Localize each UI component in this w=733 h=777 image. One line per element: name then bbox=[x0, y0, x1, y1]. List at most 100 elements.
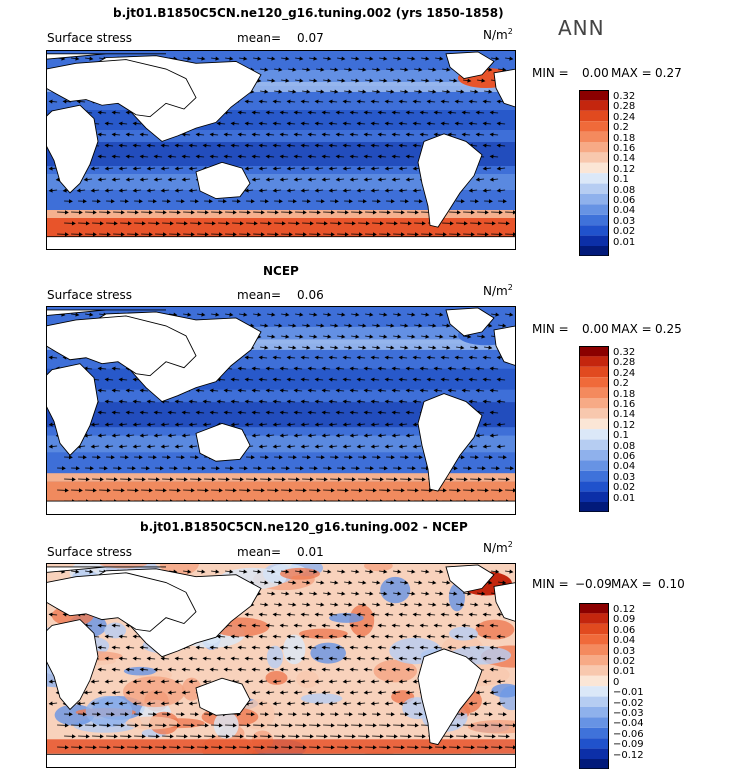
wind-arrow-head bbox=[356, 679, 361, 684]
wind-arrow-head bbox=[314, 143, 319, 148]
wind-arrow-head bbox=[355, 78, 360, 83]
wind-arrow-head bbox=[377, 410, 382, 415]
colorbar-tick-label: 0.06 bbox=[613, 624, 636, 636]
wind-arrow-head bbox=[349, 366, 354, 371]
wind-arrow-head bbox=[75, 56, 80, 61]
wind-arrow-head bbox=[341, 591, 346, 596]
wind-arrow-head bbox=[286, 188, 291, 193]
colorbar-tick-label: −0.01 bbox=[613, 687, 644, 699]
wind-arrow-head bbox=[425, 569, 430, 574]
wind-arrow-head bbox=[306, 323, 311, 328]
wind-arrow-head bbox=[496, 355, 501, 360]
wind-arrow-head bbox=[132, 422, 137, 427]
wind-arrow-head bbox=[327, 78, 332, 83]
wind-arrow-head bbox=[127, 221, 132, 226]
wind-arrow-head bbox=[194, 455, 199, 460]
wind-arrow-head bbox=[292, 712, 297, 717]
wind-arrow-head bbox=[446, 602, 451, 607]
colorbar-swatch bbox=[579, 450, 609, 461]
wind-arrow-head bbox=[460, 89, 465, 94]
wind-arrow-head bbox=[321, 410, 326, 415]
wind-arrow-head bbox=[237, 667, 242, 672]
wind-arrow-head bbox=[447, 388, 452, 393]
colorbar-tick-label: −0.06 bbox=[613, 728, 644, 740]
wind-arrow-head bbox=[244, 121, 249, 126]
wind-arrow-head bbox=[482, 166, 487, 171]
wind-arrow-head bbox=[285, 591, 290, 596]
westerly-band bbox=[46, 473, 516, 482]
wind-arrow-head bbox=[216, 399, 221, 404]
wind-arrow-head bbox=[90, 679, 95, 684]
wind-arrow-head bbox=[355, 56, 360, 61]
wind-arrow-head bbox=[111, 410, 116, 415]
wind-arrow-head bbox=[162, 745, 167, 750]
wind-arrow-head bbox=[281, 477, 286, 482]
panel2-units: N/m2 bbox=[483, 283, 513, 298]
wind-arrow-head bbox=[390, 323, 395, 328]
wind-arrow-head bbox=[272, 188, 277, 193]
wind-arrow-head bbox=[488, 323, 493, 328]
wind-arrow-head bbox=[439, 78, 444, 83]
wind-arrow-head bbox=[117, 466, 122, 471]
wind-arrow-head bbox=[167, 410, 172, 415]
wind-arrow-head bbox=[272, 612, 277, 617]
wind-arrow-head bbox=[223, 667, 228, 672]
wind-arrow-head bbox=[386, 723, 391, 728]
wind-arrow-head bbox=[176, 488, 181, 493]
wind-arrow-head bbox=[314, 679, 319, 684]
wind-arrow-head bbox=[103, 466, 108, 471]
colorbar-tick-label: 0.14 bbox=[613, 409, 636, 421]
wind-arrow-head bbox=[335, 690, 340, 695]
colorbar-tick-label: 0.01 bbox=[613, 492, 636, 504]
wind-arrow-head bbox=[125, 667, 130, 672]
wind-arrow-head bbox=[328, 143, 333, 148]
wind-arrow-head bbox=[258, 143, 263, 148]
wind-arrow-head bbox=[356, 422, 361, 427]
wind-arrow-head bbox=[412, 612, 417, 617]
wind-arrow-head bbox=[293, 410, 298, 415]
wind-arrow-head bbox=[447, 366, 452, 371]
wind-arrow-head bbox=[418, 712, 423, 717]
wind-arrow-head bbox=[314, 355, 319, 360]
wind-arrow-head bbox=[405, 433, 410, 438]
wind-arrow-head bbox=[397, 56, 402, 61]
wind-arrow-head bbox=[348, 323, 353, 328]
wind-arrow-head bbox=[148, 745, 153, 750]
wind-arrow-head bbox=[271, 591, 276, 596]
wind-arrow-head bbox=[407, 221, 412, 226]
wind-arrow-head bbox=[279, 690, 284, 695]
wind-arrow-head bbox=[62, 188, 67, 193]
wind-arrow-head bbox=[75, 466, 80, 471]
wind-arrow-head bbox=[265, 667, 270, 672]
wind-arrow-head bbox=[335, 110, 340, 115]
wind-arrow-head bbox=[330, 723, 335, 728]
wind-arrow-head bbox=[321, 690, 326, 695]
wind-arrow-head bbox=[134, 745, 139, 750]
wind-arrow-head bbox=[271, 334, 276, 339]
wind-arrow-head bbox=[390, 89, 395, 94]
wind-arrow-head bbox=[153, 177, 158, 182]
wind-arrow-head bbox=[89, 569, 94, 574]
wind-arrow-head bbox=[260, 232, 265, 237]
wind-arrow-head bbox=[271, 312, 276, 317]
wind-arrow-head bbox=[237, 132, 242, 137]
wind-arrow-head bbox=[411, 56, 416, 61]
wind-arrow-head bbox=[258, 612, 263, 617]
colorbar-swatch bbox=[579, 204, 609, 215]
panel1-colorbar bbox=[579, 90, 609, 260]
panel1-title: b.jt01.B1850C5CN.ne120_g16.tuning.002 (y… bbox=[113, 6, 504, 20]
colorbar-swatch bbox=[579, 717, 609, 728]
wind-arrow-head bbox=[419, 110, 424, 115]
colorbar-tick-label: 0.08 bbox=[613, 184, 636, 196]
wind-arrow-head bbox=[264, 712, 269, 717]
panel2-units-exp: 2 bbox=[507, 283, 513, 292]
wind-arrow-head bbox=[377, 388, 382, 393]
wind-arrow-head bbox=[421, 221, 426, 226]
wind-arrow-head bbox=[113, 477, 118, 482]
wind-arrow-head bbox=[370, 656, 375, 661]
wind-arrow-head bbox=[398, 99, 403, 104]
wind-arrow-head bbox=[348, 345, 353, 350]
wind-arrow-head bbox=[482, 679, 487, 684]
wind-arrow-head bbox=[153, 667, 158, 672]
wind-arrow-head bbox=[314, 99, 319, 104]
